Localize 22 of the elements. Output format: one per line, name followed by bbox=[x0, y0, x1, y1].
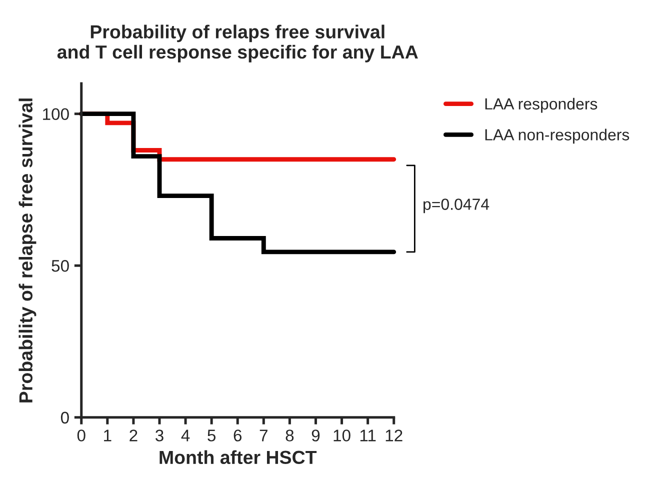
y-axis-title: Probability of relapse free survival bbox=[18, 98, 36, 402]
x-tick-label: 7 bbox=[260, 430, 268, 442]
x-axis-title: Month after HSCT bbox=[160, 450, 317, 464]
x-tick-label: 8 bbox=[286, 430, 294, 442]
legend-label: LAA non-responders bbox=[485, 128, 630, 144]
x-tick-label: 2 bbox=[130, 430, 138, 442]
x-tick-label: 4 bbox=[181, 430, 190, 442]
y-tick-label: 50 bbox=[52, 260, 69, 272]
x-tick-label: 11 bbox=[360, 430, 376, 442]
y-tick-label: 0 bbox=[60, 412, 69, 424]
legend-label: LAA responders bbox=[485, 98, 598, 113]
x-tick-label: 12 bbox=[386, 430, 402, 442]
x-tick-label: 1 bbox=[104, 430, 112, 442]
text: p=0.0474 bbox=[424, 198, 490, 214]
x-tick-label: 0 bbox=[77, 430, 86, 442]
x-tick-label: 3 bbox=[155, 430, 164, 442]
chart-title: Probability of relaps free survival and T cell response specific for any LAA bbox=[57, 24, 418, 62]
x-tick-label: 5 bbox=[208, 430, 216, 442]
y-tick-label: 100 bbox=[43, 108, 69, 120]
x-tick-label: 9 bbox=[312, 430, 320, 442]
x-tick-label: 6 bbox=[234, 430, 242, 442]
x-tick-label: 10 bbox=[334, 430, 350, 442]
